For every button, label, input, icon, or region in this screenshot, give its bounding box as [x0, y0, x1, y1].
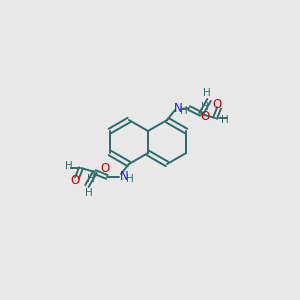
Text: N: N: [120, 170, 128, 184]
Text: O: O: [200, 110, 210, 122]
Text: H: H: [85, 188, 93, 198]
Text: N: N: [174, 103, 182, 116]
Text: H: H: [203, 88, 211, 98]
Text: O: O: [212, 98, 222, 112]
Text: H: H: [201, 102, 209, 112]
Text: H: H: [180, 106, 188, 116]
Text: H: H: [221, 115, 229, 125]
Text: O: O: [70, 175, 80, 188]
Text: O: O: [100, 163, 110, 176]
Text: H: H: [65, 161, 73, 171]
Text: H: H: [87, 174, 95, 184]
Text: H: H: [126, 174, 134, 184]
